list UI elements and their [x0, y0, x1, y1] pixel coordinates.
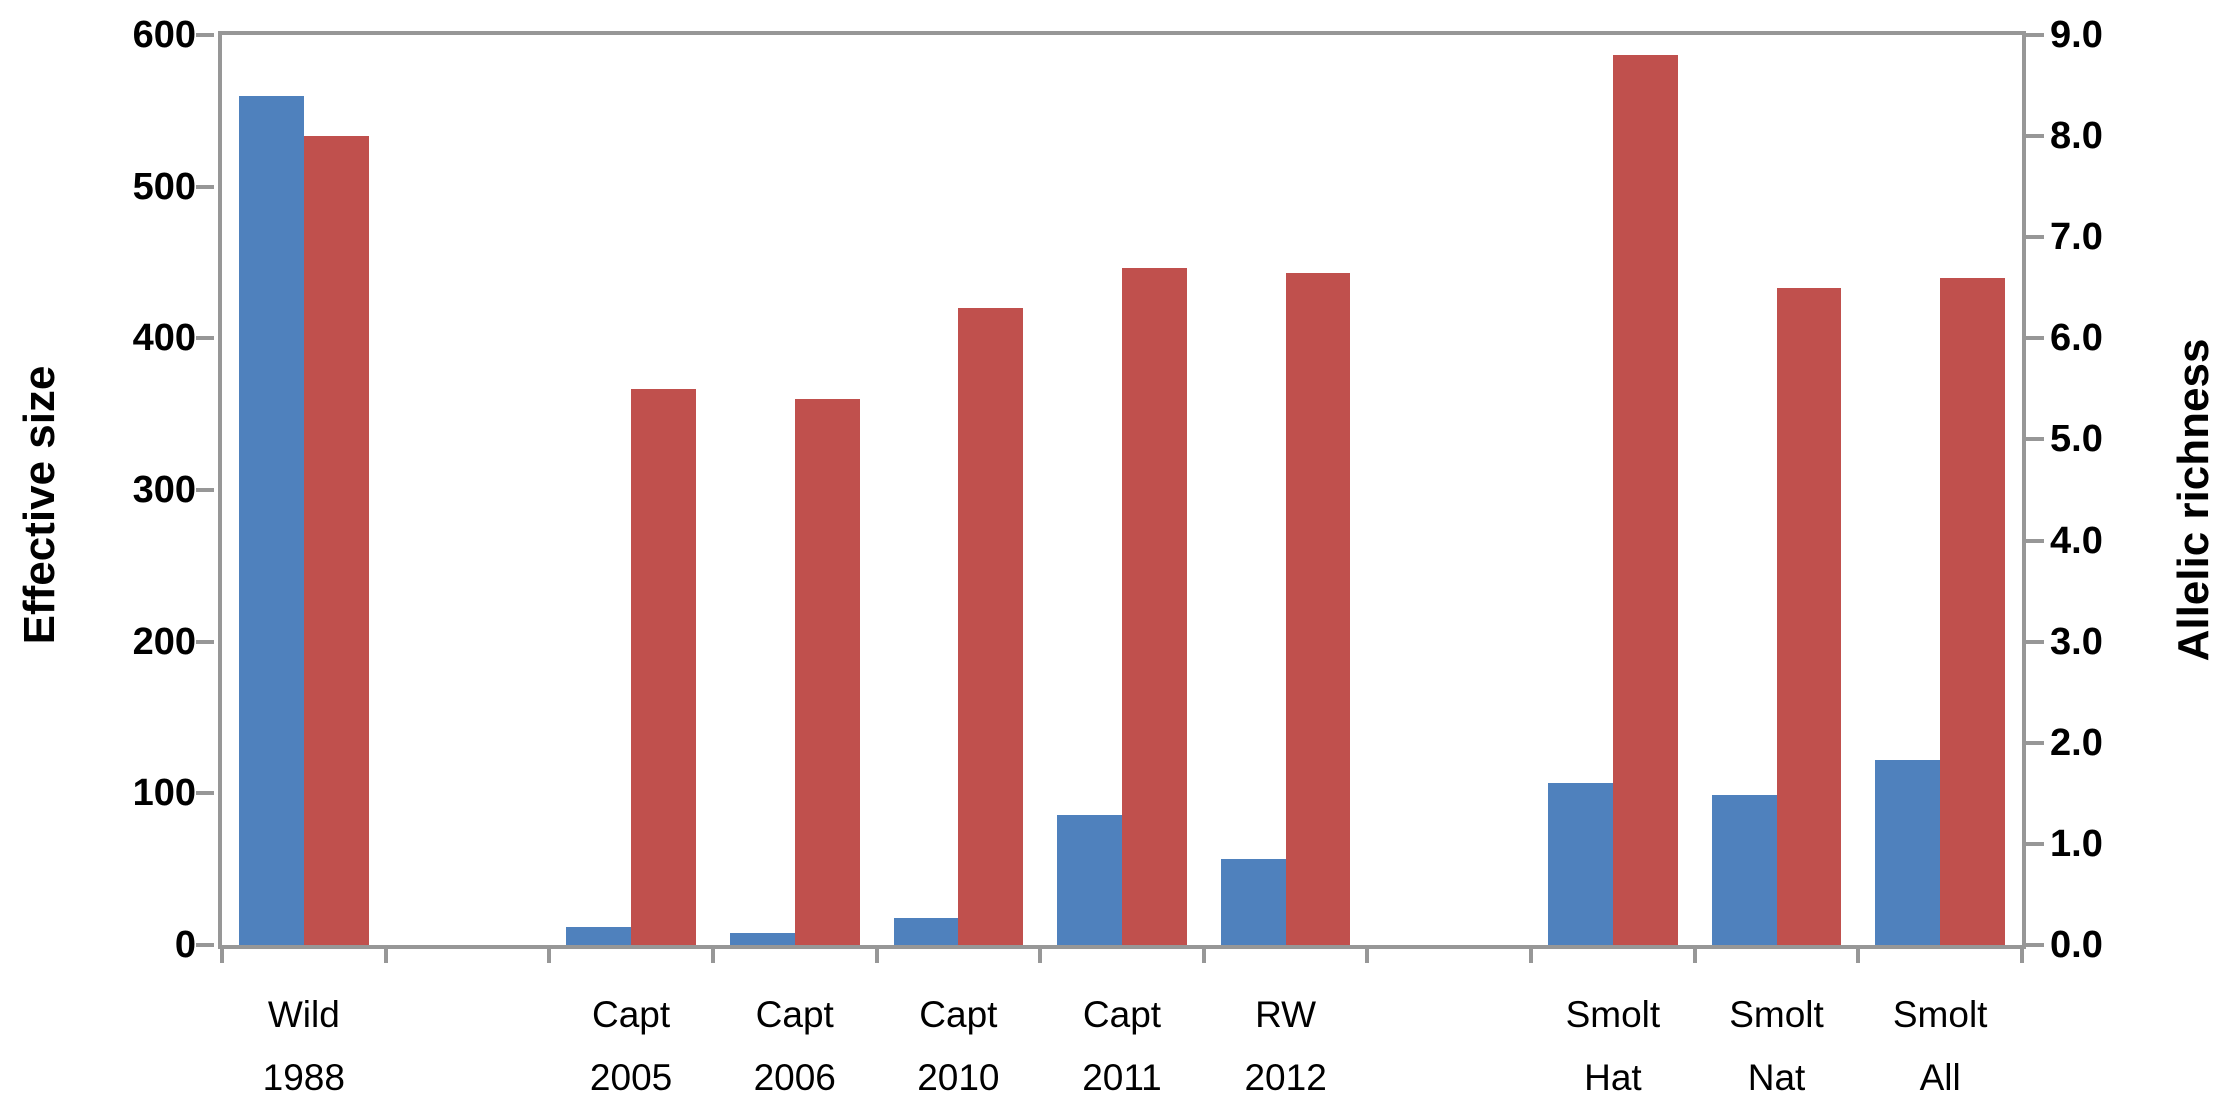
category-label-capt-2011: Capt 2011	[1040, 983, 1204, 1106]
category-label-line1: Capt	[919, 994, 998, 1035]
left-axis-tick-label: 300	[132, 469, 196, 511]
right-axis-tick-label: 0.0	[2050, 924, 2103, 966]
x-axis-tick	[1365, 949, 1370, 963]
plot-area	[196, 31, 2044, 963]
left-axis-tick	[196, 336, 214, 341]
left-axis-tick	[196, 791, 214, 796]
bar-allelic-richness-capt-2010	[958, 308, 1024, 945]
x-axis-tick	[1529, 949, 1534, 963]
right-axis-tick-label: 5.0	[2050, 418, 2103, 461]
x-axis-tick	[1038, 949, 1043, 963]
category-label-line1: Smolt	[1729, 994, 1824, 1035]
bar-effective-size-rw-2012	[1220, 858, 1286, 945]
x-axis-tick	[383, 949, 388, 963]
left-axis-tick	[196, 184, 214, 189]
category-label-line2: 1988	[262, 1057, 345, 1098]
right-axis-tick-label: 4.0	[2050, 519, 2103, 562]
bar-allelic-richness-smolt-all	[1940, 277, 2005, 945]
right-axis-tick	[2026, 943, 2044, 947]
right-axis-tick	[2026, 740, 2044, 745]
category-label-line1: RW	[1255, 994, 1317, 1035]
category-label-line2: 2012	[1244, 1057, 1327, 1098]
left-axis-tick-label: 200	[132, 620, 196, 663]
category-label-capt-2005: Capt 2005	[549, 983, 713, 1106]
bar-allelic-richness-rw-2012	[1285, 272, 1351, 945]
category-label-line1: Capt	[1082, 994, 1162, 1035]
left-axis-tick-label: 100	[132, 772, 196, 815]
right-axis-tick-label: 3.0	[2050, 620, 2103, 663]
right-axis-tick	[2026, 841, 2044, 846]
left-axis-tick	[196, 33, 214, 37]
category-label-smolt-hat: Smolt Hat	[1531, 983, 1695, 1106]
category-label-rw-2012: RW 2012	[1204, 983, 1368, 1106]
bar-effective-size-capt-2005	[566, 926, 632, 945]
x-axis-tick	[2020, 949, 2024, 963]
left-axis-tick	[196, 639, 214, 644]
right-axis-tick-label: 8.0	[2050, 115, 2103, 158]
bar-effective-size-capt-2011	[1057, 814, 1122, 945]
category-label-line1: Wild	[267, 994, 340, 1035]
category-label-smolt-all: Smolt All	[1858, 983, 2022, 1106]
right-axis-tick	[2026, 235, 2044, 240]
category-label-line1: Smolt	[1565, 994, 1661, 1035]
right-axis-tick	[2026, 134, 2044, 139]
left-axis-tick-label: 600	[132, 14, 196, 56]
bar-effective-size-smolt-hat	[1548, 782, 1613, 945]
left-axis-tick	[196, 488, 214, 492]
x-axis-tick	[547, 949, 552, 963]
right-axis-tick-label: 2.0	[2050, 721, 2103, 764]
x-axis-tick	[220, 949, 224, 963]
x-axis-tick	[874, 949, 879, 963]
x-axis-tick	[710, 949, 715, 963]
bar-effective-size-capt-2006	[729, 932, 795, 945]
right-axis-tick-label: 6.0	[2050, 317, 2103, 360]
category-label-line2: All	[1919, 1057, 1961, 1098]
x-axis-tick	[1692, 949, 1697, 963]
left-axis-tick-label: 400	[132, 317, 196, 360]
x-axis-tick	[1856, 949, 1861, 963]
right-axis-tick-label: 7.0	[2050, 216, 2103, 259]
right-axis-tick	[2026, 437, 2044, 442]
bar-effective-size-capt-2010	[893, 917, 959, 945]
bar-allelic-richness-wild-1988	[303, 136, 369, 945]
category-label-line1: Capt	[592, 994, 671, 1035]
x-axis-tick	[1201, 949, 1206, 963]
left-axis-tick-label: 0	[174, 924, 196, 966]
left-axis-tick	[196, 943, 214, 947]
right-axis-tick-label: 9.0	[2050, 14, 2103, 56]
category-label-line2: Nat	[1747, 1057, 1806, 1098]
bar-allelic-richness-capt-2005	[631, 388, 696, 945]
bar-allelic-richness-smolt-hat	[1612, 55, 1678, 945]
category-label-line2: 2011	[1082, 1057, 1162, 1098]
left-axis-tick-label: 500	[132, 165, 196, 208]
bar-effective-size-smolt-all	[1875, 759, 1941, 945]
category-label-capt-2006: Capt 2006	[713, 983, 877, 1106]
bar-allelic-richness-capt-2011	[1122, 267, 1187, 945]
category-label-line1: Capt	[755, 994, 834, 1035]
right-axis-title: Allelic richness	[2169, 338, 2218, 662]
category-label-wild-1988: Wild 1988	[222, 983, 386, 1106]
category-label-line1: Smolt	[1892, 994, 1988, 1035]
bar-effective-size-smolt-nat	[1711, 794, 1777, 945]
right-axis-tick-label: 1.0	[2050, 822, 2103, 865]
category-label-line2: 2006	[753, 1057, 836, 1098]
right-axis-tick	[2026, 336, 2044, 341]
right-axis-tick	[2026, 639, 2044, 644]
category-label-capt-2010: Capt 2010	[877, 983, 1041, 1106]
category-label-smolt-nat: Smolt Nat	[1695, 983, 1859, 1106]
category-label-line2: Hat	[1584, 1057, 1642, 1098]
right-axis-tick	[2026, 538, 2044, 543]
bar-effective-size-wild-1988	[239, 95, 304, 945]
right-axis-tick	[2026, 33, 2044, 37]
category-label-line2: 2005	[589, 1057, 673, 1098]
bar-allelic-richness-smolt-nat	[1776, 287, 1842, 945]
category-label-line2: 2010	[917, 1057, 1000, 1098]
bar-allelic-richness-capt-2006	[794, 399, 860, 945]
